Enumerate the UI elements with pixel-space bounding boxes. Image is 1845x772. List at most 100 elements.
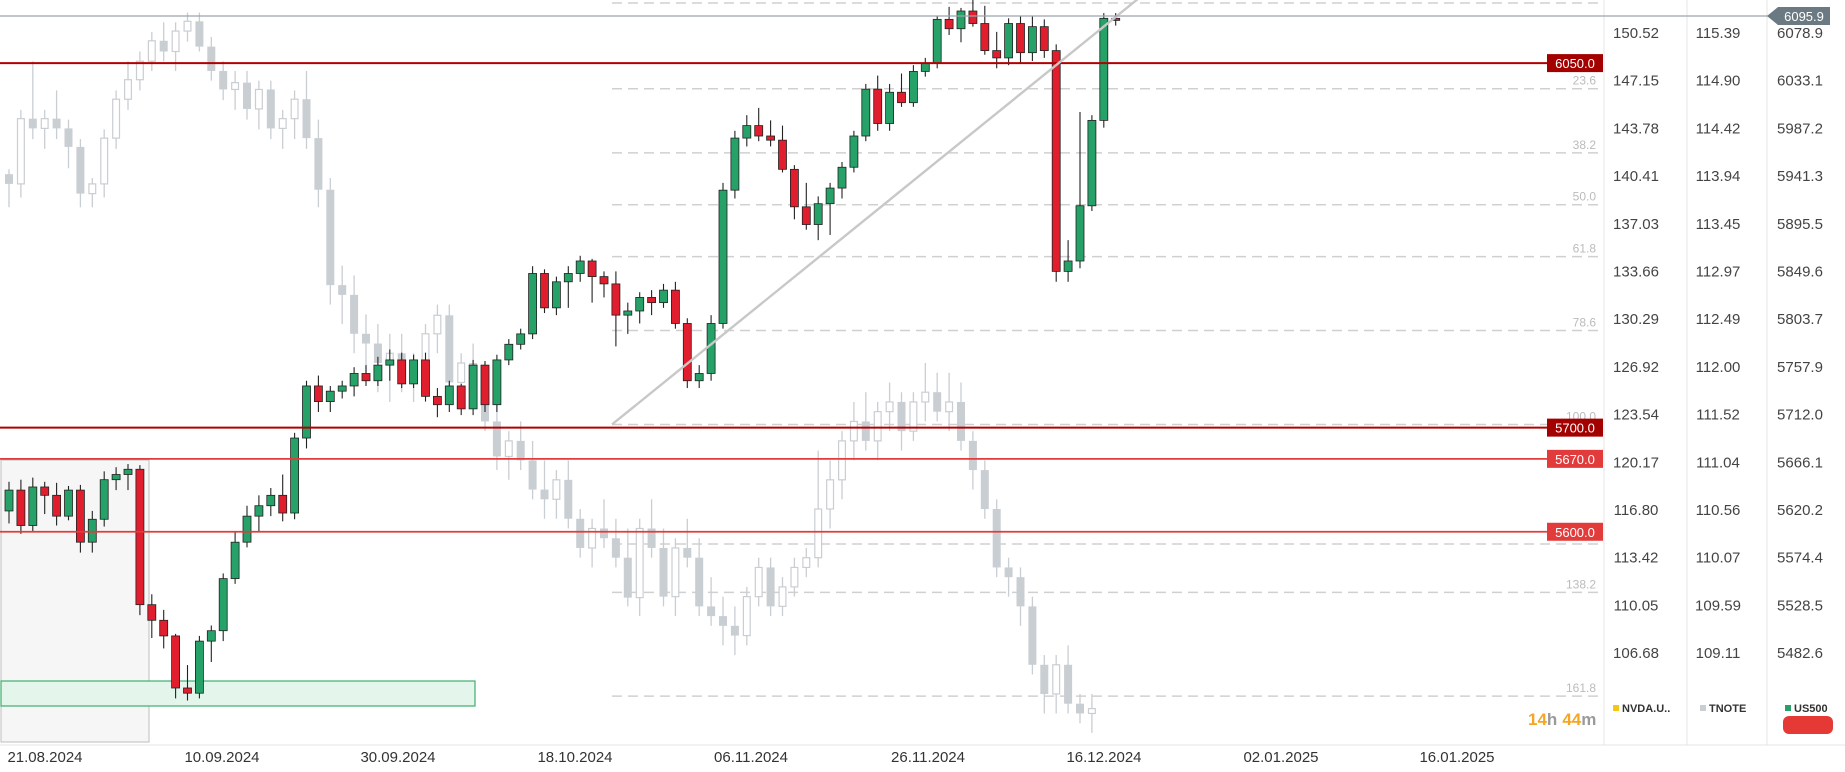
us500-candle <box>575 255 585 282</box>
fib-label: 38.2 <box>1573 138 1597 152</box>
middle-price-label: 114.90 <box>1696 73 1741 90</box>
us500-candle <box>944 6 954 35</box>
us500-candle <box>194 635 204 699</box>
right-price-label: 5803.7 <box>1777 311 1823 328</box>
left-price-label: 130.29 <box>1613 311 1659 328</box>
us500-candle <box>254 495 264 532</box>
us500-candle <box>694 365 704 389</box>
us500-candle <box>909 65 918 107</box>
tnote-candle <box>254 80 263 130</box>
middle-price-label: 111.52 <box>1696 407 1740 424</box>
tnote-candle <box>147 32 156 71</box>
tnote-candle <box>528 440 537 500</box>
tnote-candle <box>219 61 228 101</box>
tnote-candle <box>683 518 692 568</box>
right-price-label: 5574.4 <box>1777 550 1823 567</box>
legend-label: TNOTE <box>1709 703 1746 715</box>
us500-candle <box>766 120 775 147</box>
tnote-candle <box>207 36 216 81</box>
level-label: 5600.0 <box>1555 525 1595 540</box>
date-label: 06.11.2024 <box>714 749 788 766</box>
left-price-label: 140.41 <box>1613 168 1659 185</box>
us500-candle <box>135 465 145 616</box>
tnote-candle <box>945 372 954 432</box>
left-price-label: 137.03 <box>1613 216 1659 233</box>
us500-candle <box>313 375 323 412</box>
us500-candle <box>587 258 597 303</box>
right-price-label: 5941.3 <box>1777 168 1823 185</box>
middle-price-label: 111.04 <box>1696 454 1740 471</box>
tnote-candle <box>100 129 109 198</box>
us500-candle <box>635 292 645 324</box>
right-price-label: 6033.1 <box>1777 73 1823 90</box>
us500-candle <box>397 352 407 389</box>
us500-candle <box>837 162 847 199</box>
us500-candle <box>28 477 38 532</box>
us500-candle <box>468 359 478 416</box>
us500-candle <box>552 276 561 316</box>
tnote-candle <box>123 61 132 110</box>
date-label: 30.09.2024 <box>360 749 435 766</box>
tnote-candle <box>992 499 1001 578</box>
sell-button[interactable] <box>1783 716 1833 734</box>
middle-price-label: 112.00 <box>1696 359 1741 376</box>
us500-candle <box>1051 44 1061 282</box>
left-price-label: 126.92 <box>1613 359 1659 376</box>
level-tag <box>1547 522 1603 541</box>
level-label: 6050.0 <box>1555 56 1595 71</box>
left-price-label: 110.05 <box>1614 597 1659 614</box>
us500-candle <box>742 115 752 147</box>
tnote-candle <box>350 275 359 354</box>
tnote-candle <box>564 460 573 529</box>
right-price-label: 5482.6 <box>1777 645 1823 662</box>
right-price-label: 5987.2 <box>1777 120 1823 137</box>
us500-candle <box>825 182 835 235</box>
tnote-candle <box>516 421 525 471</box>
tnote-candle <box>861 392 870 451</box>
date-label: 02.01.2025 <box>1243 749 1318 766</box>
date-label: 16.12.2024 <box>1066 749 1141 766</box>
us500-candle <box>230 531 240 584</box>
trendline-layer <box>611 0 1150 426</box>
tnote-candle <box>611 518 620 568</box>
tnote-candle <box>671 538 680 617</box>
tnote-candle <box>742 586 751 646</box>
tnote-candle <box>588 518 597 568</box>
tnote-candle <box>40 109 49 149</box>
us500-candle <box>813 196 823 241</box>
legend-item[interactable]: TNOTE <box>1700 703 1746 715</box>
trend-line[interactable] <box>611 0 1150 426</box>
middle-price-label: 110.07 <box>1696 550 1741 567</box>
us500-series <box>4 0 1121 701</box>
us500-candle <box>266 488 276 517</box>
tnote-candle <box>933 372 942 422</box>
tnote-candle <box>623 528 632 607</box>
countdown-timer: 14h 44m <box>1528 710 1596 729</box>
tnote-candle <box>64 119 73 169</box>
us500-candle <box>873 75 883 131</box>
right-price-label: 5849.6 <box>1777 264 1823 281</box>
tnote-candle <box>28 61 37 140</box>
tnote-candle <box>885 382 894 432</box>
right-price-label: 5895.5 <box>1777 216 1823 233</box>
tnote-candle <box>921 363 930 422</box>
tnote-candle <box>326 178 335 305</box>
timer-hours: 14 <box>1528 710 1547 729</box>
us500-candle <box>99 471 109 527</box>
us500-candle <box>183 665 192 701</box>
date-label: 10.09.2024 <box>184 749 259 766</box>
tnote-candle <box>909 392 918 441</box>
legend-item[interactable]: US500 <box>1785 703 1828 715</box>
right-price-label: 5528.5 <box>1777 597 1823 614</box>
level-label: 5700.0 <box>1555 421 1595 436</box>
legend: NVDA.U.. TNOTE US500 <box>1613 703 1828 715</box>
level-label: 5670.0 <box>1555 452 1595 467</box>
tnote-candle <box>112 90 121 149</box>
tnote-candle <box>88 178 97 208</box>
tnote-candle <box>600 499 608 548</box>
legend-item[interactable]: NVDA.U.. <box>1613 703 1670 715</box>
levels-layer: 6050.0 5700.0 5670.0 5600.0 <box>0 54 1603 541</box>
tnote-candle <box>766 557 775 617</box>
middle-price-label: 112.97 <box>1696 264 1741 281</box>
